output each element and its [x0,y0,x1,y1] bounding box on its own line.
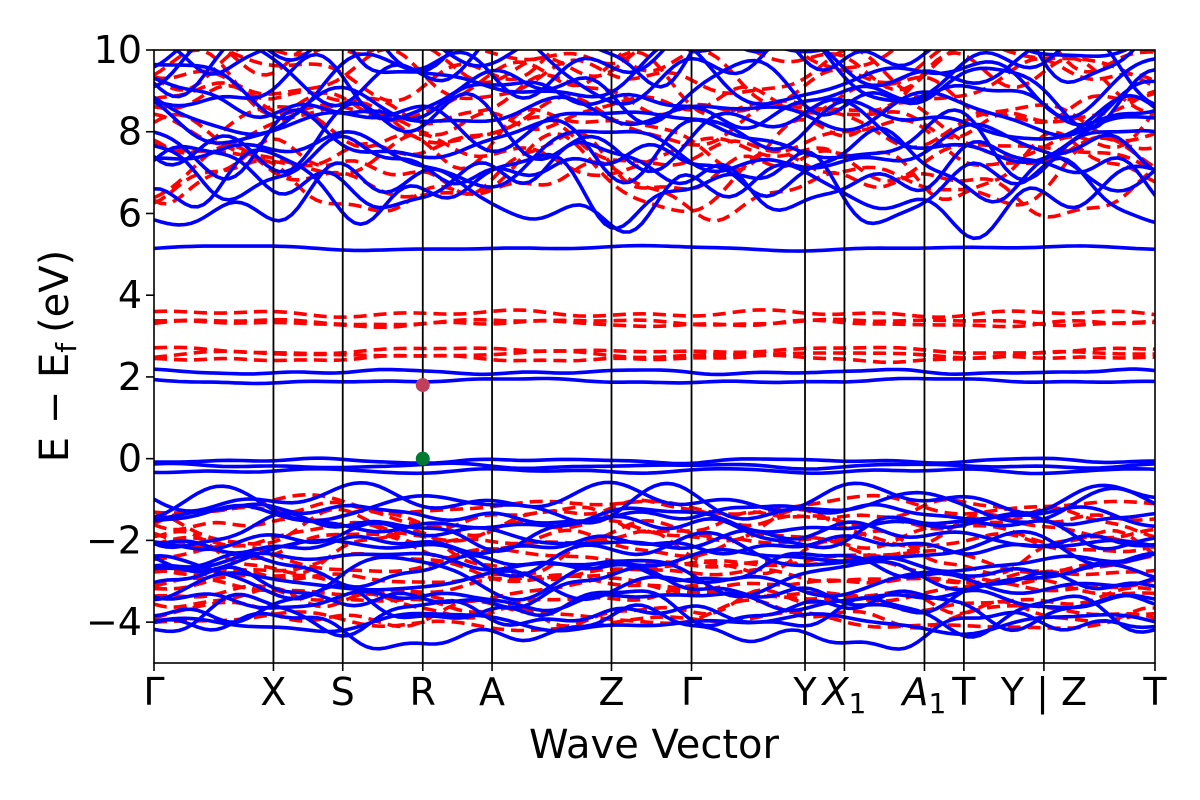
kpoint-lines [272,50,1045,663]
x-tick-label-main: Y [792,670,817,714]
x-axis-title: Wave Vector [529,722,780,768]
x-tick-label-sub: 1 [929,687,947,720]
y-axis-title-sub: f [50,342,83,353]
solid-band [154,50,1034,100]
x-tick-label-main: T [1142,670,1167,714]
solid-band [154,511,1155,553]
solid-band [154,52,1155,131]
solid-bands [154,50,1155,651]
band-edge-marker [415,378,430,393]
solid-band [154,520,1155,552]
y-axis-title-unit: (eV) [32,250,78,333]
solid-band [154,108,1155,185]
solid-band [154,502,1155,527]
dashed-band [154,73,1155,126]
x-tick-label: S [331,670,355,714]
dashed-band [154,528,1155,561]
solid-band [154,554,1155,602]
y-tick-label: −4 [86,600,142,644]
x-tick-label: R [410,670,436,714]
svg-text:E − Ef(eV): E − Ef (eV) [32,250,83,463]
x-tick-label-main: A [479,670,505,714]
x-tick-label: X1 [820,670,866,720]
y-tick-label: 6 [118,191,142,235]
y-tick-label: 0 [118,437,142,481]
solid-band [154,592,1155,639]
dashed-band [154,345,1155,356]
y-tick-label: 10 [94,28,142,72]
solid-band [154,588,1155,613]
x-tick-label-main: Y | Z [1000,670,1087,715]
dashed-band [154,318,1155,329]
solid-band [154,91,1155,174]
x-tick-label-main: Z [598,670,624,714]
x-tick-label-main: Γ [681,670,702,714]
plot-frame [153,49,1156,664]
solid-band [154,79,1155,138]
solid-band [154,547,1155,574]
y-axis-title-main: E − E [32,353,78,463]
dashed-band [154,50,1155,106]
x-tick-label: A1 [900,670,947,720]
x-tick-label-main: X [260,670,286,714]
solid-band [154,122,1155,193]
solid-band [154,376,1155,386]
x-tick-label: Y [792,670,817,714]
solid-band [154,50,1155,120]
dashed-band [154,112,1155,168]
y-tick-label: −2 [86,518,142,562]
x-tick-label: Γ [681,670,702,714]
dashed-band [154,50,1155,101]
solid-band [154,551,1155,589]
x-tick-label-main: S [331,670,355,714]
solid-band [154,126,1155,204]
solid-band [154,466,1155,476]
x-tick-label: Y | Z [1000,670,1087,715]
x-tick-label-main: T [951,670,976,714]
x-tick-label-main: A [900,670,929,714]
dashed-band [154,349,1155,360]
solid-band [154,481,1155,525]
x-tick-label: X [260,670,286,714]
x-tick-label: A [479,670,505,714]
solid-band [154,456,1155,466]
solid-band [154,93,1155,154]
y-axis-title: E − Ef (eV) [32,250,83,463]
dashed-band [154,308,1155,319]
x-tick-label-main: Γ [143,670,164,714]
band-edge-marker [415,451,430,466]
x-tick-label-sub: 1 [849,687,867,720]
dashed-band [154,610,1155,633]
x-tick-label: T [1142,670,1167,714]
x-tick-label: T [951,670,976,714]
dashed-band [154,83,1155,140]
dashed-band [154,158,1155,223]
solid-band [154,480,1155,515]
y-tick-label: 2 [118,355,142,399]
x-tick-label-main: R [410,670,436,714]
y-tick-label: 8 [118,110,142,154]
solid-band [172,50,1136,89]
solid-band [154,148,1155,231]
dashed-band [154,353,1155,365]
solid-band [154,367,1155,377]
dashed-band [154,130,1155,206]
x-tick-label: Z [598,670,624,714]
x-tick-label: Γ [143,670,164,714]
x-tick-label-main: X [820,670,849,714]
solid-band [154,243,1155,253]
y-axis: 10 8 6 4 2 0 −2 −4 [86,28,154,644]
solid-band [154,76,1155,130]
dashed-band [154,519,1155,550]
band-edge-markers [415,378,430,466]
y-tick-label: 4 [118,273,142,317]
